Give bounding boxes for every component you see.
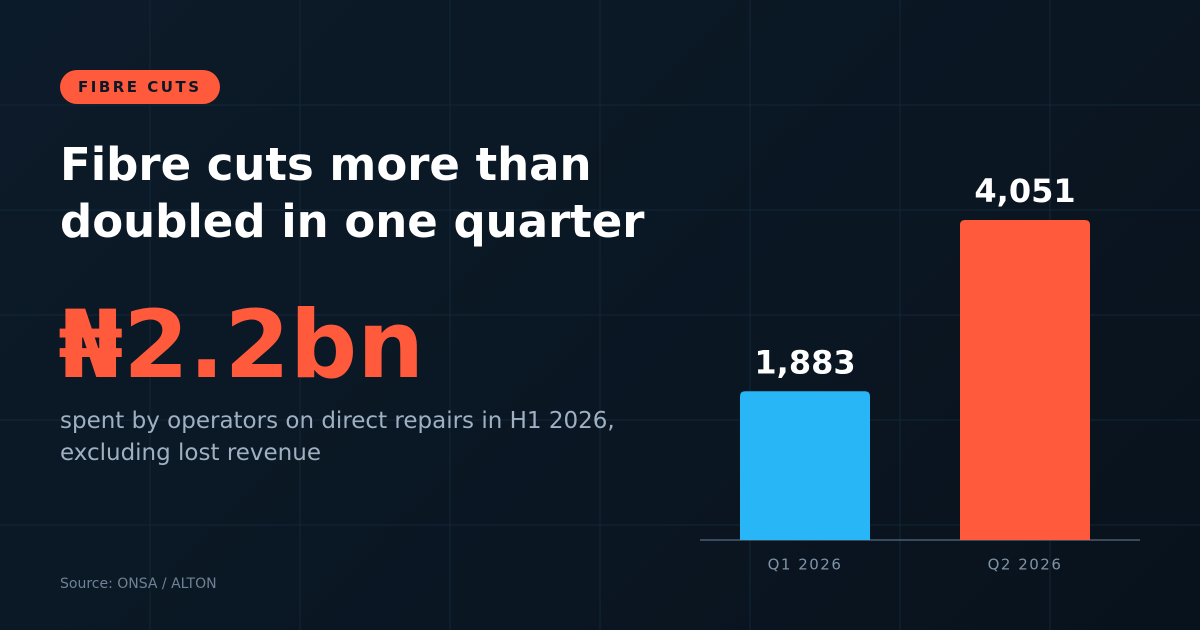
value-label: 1,883 xyxy=(754,343,855,381)
source: Source: ONSA / ALTON xyxy=(60,576,217,592)
headline: Fibre cuts more than doubled in one quar… xyxy=(60,138,645,248)
x-tick-label: Q2 2026 xyxy=(988,556,1063,574)
tag: FIBRE CUTS xyxy=(60,70,220,104)
bar xyxy=(960,220,1090,540)
value-label: 4,051 xyxy=(974,172,1075,210)
stat-caption: spent by operators on direct repairs in … xyxy=(60,408,615,466)
bar xyxy=(740,391,870,540)
x-tick-label: Q1 2026 xyxy=(768,556,843,574)
stat: ₦2.2bn xyxy=(58,291,425,400)
